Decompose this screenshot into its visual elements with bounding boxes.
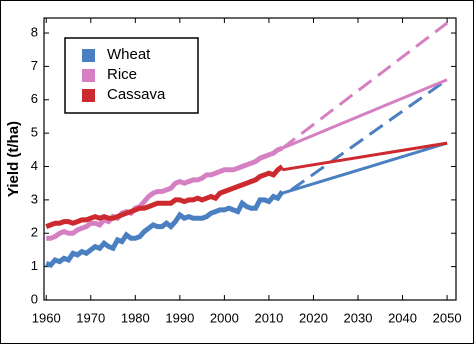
- trend-line: [281, 78, 448, 150]
- x-tick-label: 2050: [433, 310, 462, 325]
- legend-label: Wheat: [107, 46, 151, 63]
- projection-line: [290, 78, 448, 192]
- x-tick-label: 2040: [388, 310, 417, 325]
- x-tick-label: 1990: [165, 310, 194, 325]
- legend: Wheat Rice Cassava: [64, 37, 199, 114]
- plot-border: [43, 17, 457, 301]
- y-tick-label: 1: [31, 258, 38, 273]
- legend-swatch: [82, 49, 95, 62]
- y-tick-label: 4: [31, 158, 38, 173]
- y-tick-label: 0: [31, 291, 38, 306]
- y-tick-label: 8: [31, 24, 38, 39]
- data-line: [45, 190, 285, 268]
- y-tick-label: 7: [31, 58, 38, 73]
- trend-line: [282, 141, 448, 172]
- x-tick-label: 2020: [299, 310, 328, 325]
- legend-swatch: [82, 69, 95, 82]
- x-tick-label: 2000: [210, 310, 239, 325]
- legend-swatch: [82, 89, 95, 102]
- y-tick-label: 6: [31, 91, 38, 106]
- x-tick-label: 1960: [32, 310, 61, 325]
- y-tick-label: 3: [31, 191, 38, 206]
- trend-line: [281, 141, 448, 195]
- y-tick-label: 5: [31, 125, 38, 140]
- legend-label: Cassava: [107, 86, 166, 103]
- y-axis-label: Yield (t/ha): [5, 121, 22, 197]
- x-tick-label: 2010: [254, 310, 283, 325]
- data-line: [45, 164, 284, 229]
- x-tick-label: 2030: [344, 310, 373, 325]
- y-tick-label: 2: [31, 225, 38, 240]
- legend-label: Rice: [107, 66, 137, 83]
- x-tick-label: 1980: [121, 310, 150, 325]
- data-line: [46, 145, 284, 241]
- x-tick-label: 1970: [76, 310, 105, 325]
- projection-line: [281, 21, 449, 150]
